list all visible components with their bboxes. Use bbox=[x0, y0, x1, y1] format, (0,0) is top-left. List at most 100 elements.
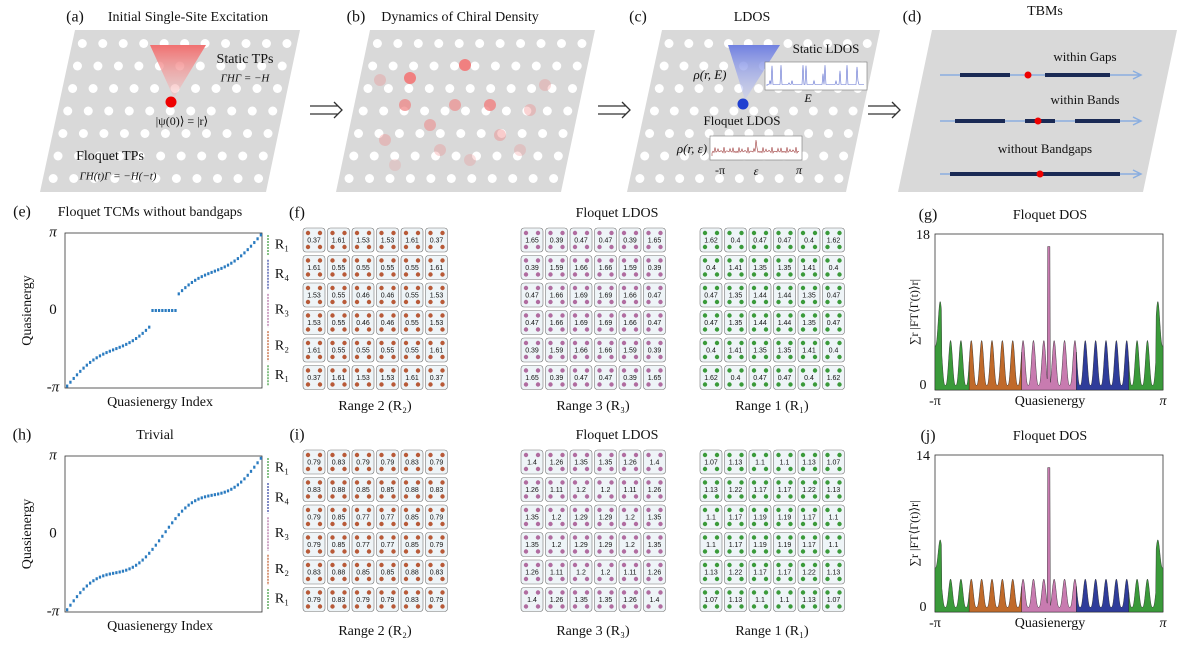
density-site bbox=[404, 72, 416, 84]
site-dot bbox=[727, 368, 732, 373]
axis-title: Quasienergy Index bbox=[107, 395, 213, 410]
lattice-site bbox=[577, 39, 587, 48]
cell-value: 0.39 bbox=[623, 375, 637, 382]
site-dot bbox=[812, 549, 818, 554]
cell-value: 0.55 bbox=[332, 292, 346, 299]
site-dot bbox=[535, 382, 541, 387]
lattice-site bbox=[413, 39, 423, 48]
site-dot bbox=[597, 313, 602, 318]
site-dot bbox=[702, 480, 708, 485]
site-dot bbox=[702, 452, 708, 458]
site-dot bbox=[702, 368, 708, 373]
lattice-site bbox=[531, 61, 541, 71]
site-dot bbox=[825, 327, 830, 332]
site-dot bbox=[739, 368, 744, 373]
lattice-site bbox=[349, 151, 359, 161]
site-dot bbox=[658, 299, 663, 305]
site-dot bbox=[330, 452, 335, 458]
site-dot bbox=[837, 272, 842, 277]
lattice-site bbox=[206, 106, 216, 116]
lattice-site bbox=[374, 129, 384, 138]
cell-value: 1.35 bbox=[574, 459, 588, 466]
site-dot bbox=[621, 272, 627, 277]
panel-label: (g) bbox=[919, 207, 938, 224]
cell-value: 0.79 bbox=[381, 597, 395, 604]
site-dot bbox=[739, 230, 744, 236]
site-dot bbox=[317, 327, 323, 332]
site-dot bbox=[548, 382, 553, 387]
site-dot bbox=[727, 313, 732, 318]
site-dot bbox=[800, 299, 806, 305]
cell-value: 0.37 bbox=[307, 375, 321, 382]
lattice-site bbox=[277, 61, 287, 71]
site-dot bbox=[702, 549, 708, 554]
site-dot bbox=[812, 576, 818, 582]
cell-value: 0.88 bbox=[405, 569, 419, 576]
site-dot bbox=[560, 299, 565, 305]
lattice-site bbox=[695, 174, 705, 183]
range-label: R₂ bbox=[275, 562, 289, 577]
lattice-site bbox=[420, 106, 430, 116]
site-dot bbox=[714, 494, 720, 499]
site-dot bbox=[597, 258, 602, 263]
cell-value: 1.61 bbox=[430, 265, 444, 272]
site-dot bbox=[621, 230, 627, 236]
site-dot bbox=[354, 340, 360, 346]
site-dot bbox=[415, 562, 421, 568]
site-dot bbox=[609, 382, 614, 387]
site-dot bbox=[658, 354, 663, 360]
site-dot bbox=[523, 562, 529, 568]
lattice-site bbox=[635, 174, 645, 183]
site-dot bbox=[763, 562, 769, 568]
site-dot bbox=[812, 521, 818, 527]
site-dot bbox=[366, 521, 372, 527]
site-dot bbox=[428, 354, 433, 360]
cell-value: 0.39 bbox=[525, 265, 539, 272]
site-dot bbox=[658, 562, 663, 568]
site-dot bbox=[658, 590, 663, 595]
annotation: Static TPs bbox=[217, 52, 274, 67]
lattice-site bbox=[372, 39, 382, 48]
site-dot bbox=[548, 604, 553, 609]
site-dot bbox=[702, 466, 708, 472]
annotation: ρ(r, ε) bbox=[676, 141, 707, 156]
lattice-site bbox=[201, 129, 211, 138]
cell-value: 1.17 bbox=[778, 487, 792, 494]
cell-value: 0.77 bbox=[356, 542, 370, 549]
site-dot bbox=[800, 354, 806, 360]
cell-value: 0.88 bbox=[332, 487, 346, 494]
site-dot bbox=[788, 244, 793, 250]
site-dot bbox=[403, 562, 409, 568]
site-dot bbox=[560, 521, 565, 527]
site-dot bbox=[403, 576, 409, 582]
cell-value: 0.85 bbox=[381, 569, 395, 576]
lattice-site bbox=[233, 174, 243, 183]
site-dot bbox=[584, 549, 590, 554]
site-dot bbox=[621, 313, 627, 318]
density-site bbox=[464, 154, 476, 166]
site-dot bbox=[415, 604, 421, 609]
cell-value: 0.47 bbox=[704, 320, 718, 327]
site-dot bbox=[415, 340, 421, 346]
cell-value: 1.26 bbox=[525, 569, 539, 576]
cell-value: 0.85 bbox=[332, 514, 346, 521]
site-dot bbox=[812, 590, 818, 595]
cell-value: 1.41 bbox=[802, 265, 816, 272]
site-dot bbox=[597, 244, 602, 250]
density-site bbox=[374, 74, 386, 86]
lattice-site bbox=[272, 84, 282, 93]
site-dot bbox=[391, 230, 396, 236]
site-dot bbox=[305, 494, 311, 499]
site-dot bbox=[751, 340, 757, 346]
site-dot bbox=[403, 494, 409, 499]
lattice-site bbox=[490, 61, 500, 71]
cell-value: 0.47 bbox=[778, 237, 792, 244]
site-dot bbox=[535, 368, 541, 373]
site-dot bbox=[342, 521, 347, 527]
site-dot bbox=[727, 327, 732, 332]
site-dot bbox=[646, 244, 651, 250]
site-dot bbox=[535, 507, 541, 513]
cell-value: 0.47 bbox=[599, 237, 613, 244]
site-dot bbox=[714, 576, 720, 582]
cell-value: 0.85 bbox=[405, 542, 419, 549]
